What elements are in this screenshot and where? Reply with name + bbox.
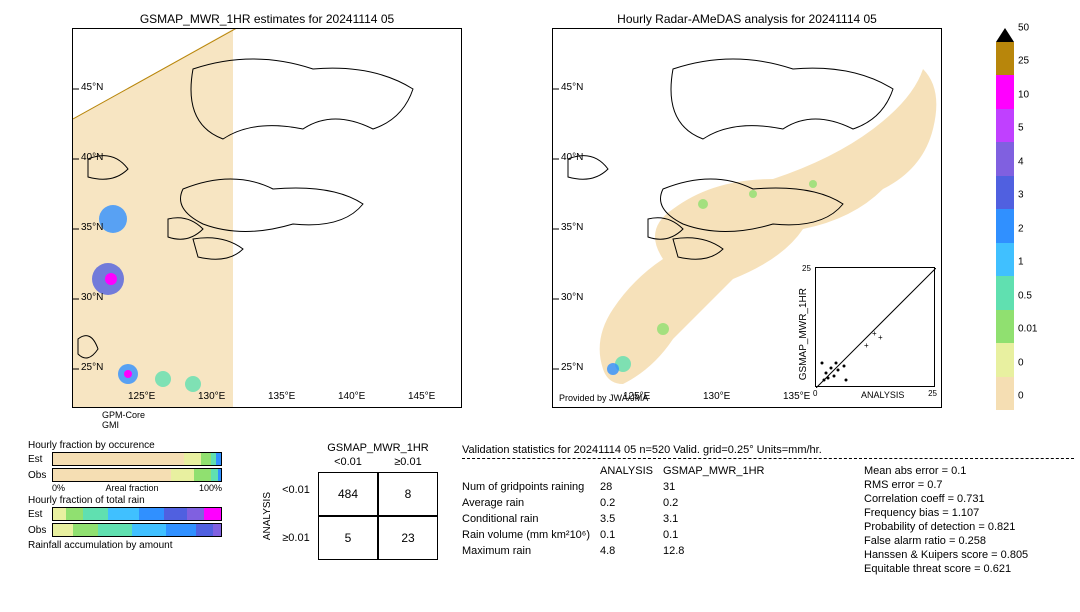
colorbar-arrow-icon xyxy=(996,28,1014,42)
ct-title: GSMAP_MWR_1HR xyxy=(318,442,438,454)
lat-tick: 25°N xyxy=(81,362,103,373)
right-map-title: Hourly Radar-AMeDAS analysis for 2024111… xyxy=(552,12,942,26)
totalrain-title: Hourly fraction of total rain xyxy=(28,495,238,506)
left-attr2: GMI xyxy=(102,420,119,430)
divider xyxy=(462,458,862,459)
scatter-tick: 25 xyxy=(802,264,811,273)
areal-label: Areal fraction xyxy=(105,483,158,493)
scatter-tick: 25 xyxy=(928,389,937,398)
lon-tick: 135°E xyxy=(268,391,295,402)
lat-tick: 40°N xyxy=(561,152,583,163)
lat-tick: 25°N xyxy=(561,362,583,373)
stats-table: ANALYSISGSMAP_MWR_1HR Num of gridpoints … xyxy=(462,463,774,559)
scatter-xlabel: ANALYSIS xyxy=(861,390,904,400)
row-label: Est xyxy=(28,509,52,520)
right-attr: Provided by JWA/JMA xyxy=(559,393,648,403)
accum-title: Rainfall accumulation by amount xyxy=(28,540,238,551)
scatter-plot: +++ ANALYSIS GSMAP_MWR_1HR 0 25 25 xyxy=(815,267,935,387)
lon-tick: 130°E xyxy=(198,391,225,402)
pct0: 0% xyxy=(52,483,65,493)
scatter-ylabel: GSMAP_MWR_1HR xyxy=(798,288,809,380)
ct-rowh: ≥0.01 xyxy=(278,532,314,544)
ct-cell: 484 xyxy=(318,472,378,516)
lon-tick: 140°E xyxy=(338,391,365,402)
pct100: 100% xyxy=(199,483,222,493)
ct-colh: ≥0.01 xyxy=(378,456,438,468)
ct-cell: 5 xyxy=(318,516,378,560)
lon-tick: 145°E xyxy=(408,391,435,402)
svg-text:+: + xyxy=(878,333,883,342)
colorbar: 502510543210.50.0100 xyxy=(996,28,1014,410)
left-attr1: GPM-Core xyxy=(102,410,145,420)
left-map-title: GSMAP_MWR_1HR estimates for 20241114 05 xyxy=(72,12,462,26)
svg-text:+: + xyxy=(864,341,869,350)
lat-tick: 30°N xyxy=(81,292,103,303)
lat-tick: 30°N xyxy=(561,292,583,303)
ct-rowaxis: ANALYSIS xyxy=(262,492,273,540)
ct-rowh: <0.01 xyxy=(278,484,314,496)
scatter-tick: 0 xyxy=(813,389,817,398)
lat-tick: 45°N xyxy=(81,82,103,93)
lat-tick: 45°N xyxy=(561,82,583,93)
lon-tick: 135°E xyxy=(783,391,810,402)
left-map: 45°N 40°N 35°N 30°N 25°N 125°E 130°E 135… xyxy=(72,28,462,408)
ct-colh: <0.01 xyxy=(318,456,378,468)
stats-header: Validation statistics for 20241114 05 n=… xyxy=(462,444,862,456)
lat-tick: 40°N xyxy=(81,152,103,163)
row-label: Obs xyxy=(28,470,52,481)
lon-tick: 125°E xyxy=(128,391,155,402)
row-label: Obs xyxy=(28,525,52,536)
lat-tick: 35°N xyxy=(561,222,583,233)
occurrence-title: Hourly fraction by occurence xyxy=(28,440,238,451)
lon-tick: 130°E xyxy=(703,391,730,402)
lat-tick: 35°N xyxy=(81,222,103,233)
svg-text:+: + xyxy=(872,329,877,338)
ct-cell: 8 xyxy=(378,472,438,516)
row-label: Est xyxy=(28,454,52,465)
ct-cell: 23 xyxy=(378,516,438,560)
right-map: 45°N 40°N 35°N 30°N 25°N 125°E 130°E 135… xyxy=(552,28,942,408)
divider xyxy=(864,458,1074,461)
